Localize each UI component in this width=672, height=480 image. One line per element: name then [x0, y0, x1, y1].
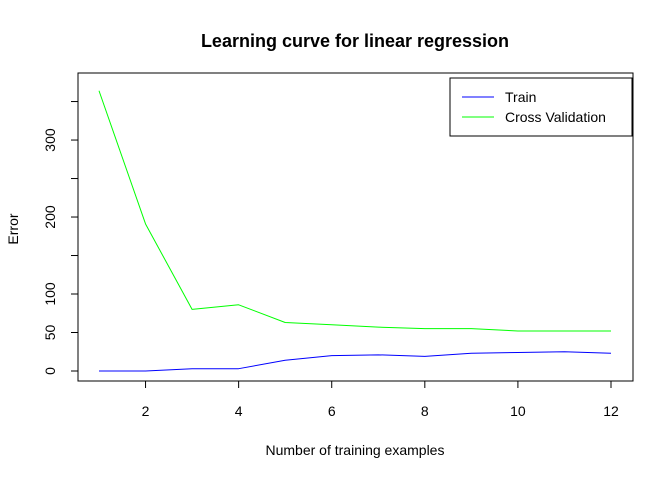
y-axis-ticks: 0 50 100 200 300 — [42, 101, 78, 375]
chart-title: Learning curve for linear regression — [201, 31, 509, 51]
series-line-train — [99, 351, 612, 372]
legend: Train Cross Validation — [449, 77, 633, 137]
series-group — [98, 90, 612, 372]
legend-label-train: Train — [505, 89, 536, 105]
legend-label-cross-validation: Cross Validation — [505, 109, 606, 125]
x-axis-ticks: 2 4 6 8 10 12 — [142, 381, 619, 419]
x-tick-label: 4 — [235, 403, 243, 419]
y-tick-label: 300 — [42, 128, 58, 152]
x-tick-label: 6 — [328, 403, 336, 419]
y-axis-label: Error — [5, 213, 21, 244]
x-axis-label: Number of training examples — [266, 442, 445, 458]
series-line-cross-validation — [98, 90, 611, 332]
x-tick-label: 10 — [510, 403, 526, 419]
x-tick-label: 2 — [142, 403, 150, 419]
y-tick-label: 0 — [42, 367, 58, 375]
y-tick-label: 100 — [42, 282, 58, 306]
y-tick-label: 200 — [42, 205, 58, 229]
x-tick-label: 8 — [421, 403, 429, 419]
x-tick-label: 12 — [603, 403, 619, 419]
y-tick-label: 50 — [42, 325, 58, 341]
legend-box — [449, 77, 633, 137]
